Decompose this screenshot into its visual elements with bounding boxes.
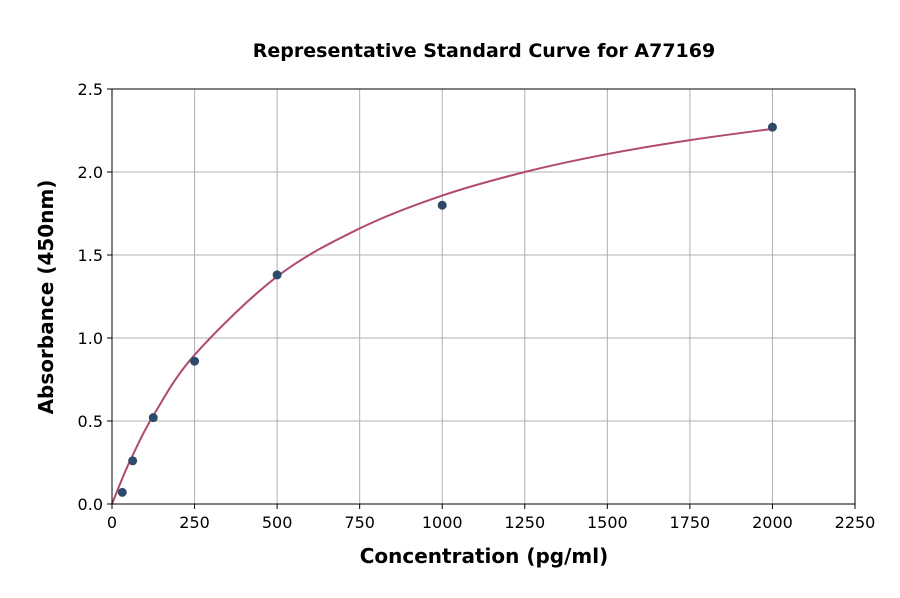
y-axis-label: Absorbance (450nm) <box>34 180 58 415</box>
grid <box>111 88 856 505</box>
fit-curve-layer <box>111 127 773 505</box>
x-axis-label: Concentration (pg/ml) <box>360 544 609 568</box>
x-tick-label: 750 <box>344 513 375 532</box>
data-point <box>128 456 138 466</box>
data-point <box>767 122 777 132</box>
x-tick-label: 2250 <box>835 513 876 532</box>
x-axis-ticks: 0 250 500 750 1000 1250 1500 1750 2000 2250 <box>107 504 875 532</box>
data-point <box>272 270 282 280</box>
chart-title: Representative Standard Curve for A77169 <box>253 40 715 62</box>
data-point <box>148 413 158 423</box>
x-tick-label: 0 <box>107 513 117 532</box>
y-tick-label: 1.5 <box>78 246 103 265</box>
y-tick-label: 0.0 <box>78 495 103 514</box>
x-tick-label: 1000 <box>422 513 463 532</box>
fit-curve <box>111 127 773 505</box>
x-tick-label: 1500 <box>587 513 628 532</box>
x-tick-label: 2000 <box>752 513 793 532</box>
y-tick-label: 0.5 <box>78 412 103 431</box>
plot-frame <box>111 88 856 505</box>
x-tick-label: 1250 <box>504 513 545 532</box>
y-tick-label: 1.0 <box>78 329 103 348</box>
x-tick-label: 250 <box>179 513 210 532</box>
data-points-layer <box>117 122 777 497</box>
y-axis-ticks: 0.0 0.5 1.0 1.5 2.0 2.5 <box>78 80 112 514</box>
data-point <box>117 487 127 497</box>
y-tick-label: 2.0 <box>78 163 103 182</box>
x-tick-label: 500 <box>262 513 293 532</box>
data-point <box>190 356 200 366</box>
x-tick-label: 1750 <box>670 513 711 532</box>
y-tick-label: 2.5 <box>78 80 103 99</box>
data-point <box>437 200 447 210</box>
